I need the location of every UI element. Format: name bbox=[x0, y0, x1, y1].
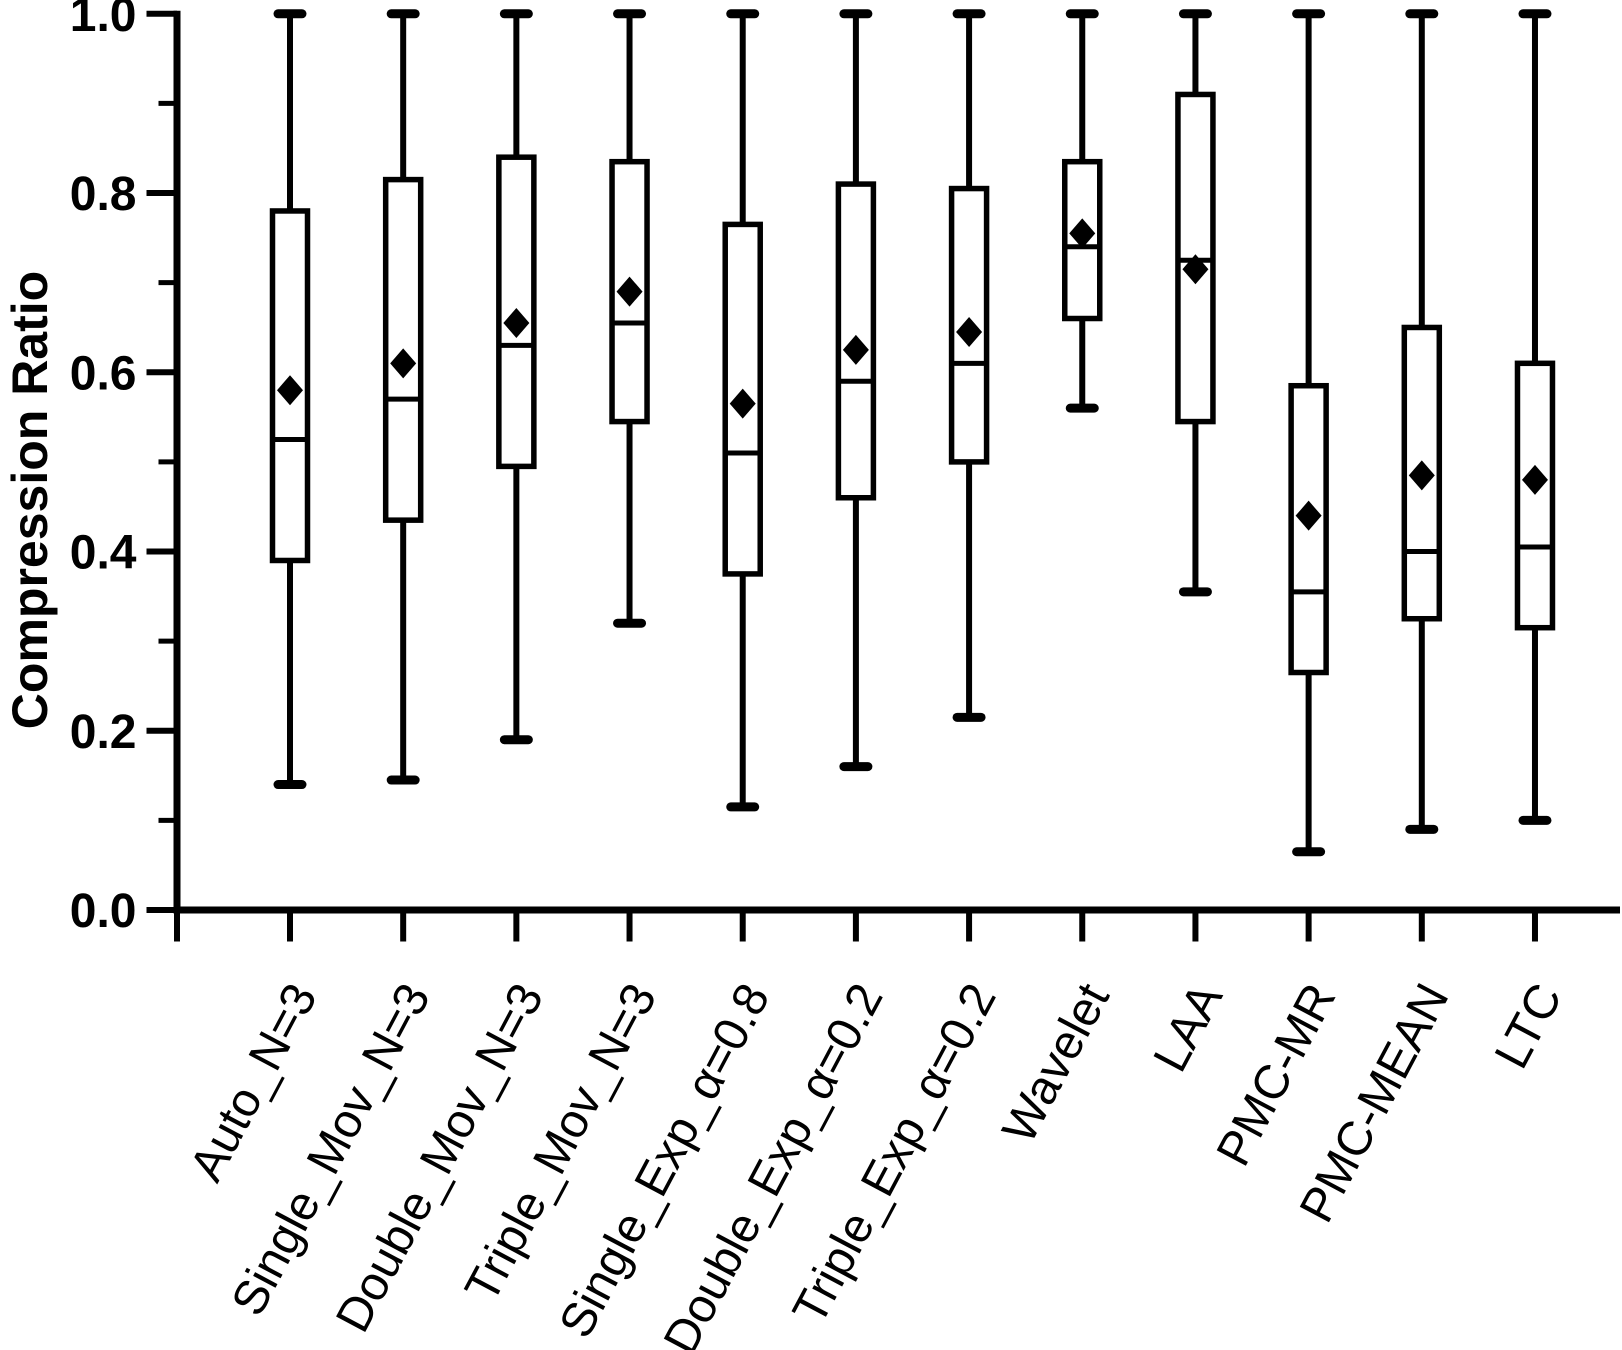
mean-diamond-marker bbox=[503, 307, 530, 338]
box-rect bbox=[1514, 360, 1556, 631]
y-tick-label: 0.2 bbox=[70, 706, 137, 759]
box-group bbox=[835, 9, 877, 772]
box-rect bbox=[722, 221, 763, 577]
y-tick-label: 1.0 bbox=[70, 0, 137, 42]
box-group bbox=[382, 9, 424, 785]
box-group bbox=[609, 9, 650, 628]
box-group bbox=[1514, 9, 1556, 825]
y-tick-label: 0.4 bbox=[70, 527, 137, 580]
box-rect bbox=[382, 176, 424, 523]
mean-diamond-marker bbox=[1295, 500, 1322, 531]
y-tick-label: 0.0 bbox=[70, 885, 137, 938]
x-category-label: Single_Exp_α=0.8 bbox=[550, 975, 781, 1346]
x-category-label: Triple_Exp_α=0.2 bbox=[783, 975, 1007, 1333]
box-group bbox=[1288, 9, 1329, 857]
box-group bbox=[948, 9, 990, 722]
box-group bbox=[1175, 9, 1216, 597]
x-category-label: LAA bbox=[1144, 975, 1233, 1080]
mean-diamond-marker bbox=[1182, 254, 1209, 285]
mean-diamond-marker bbox=[842, 334, 869, 365]
mean-diamond-marker bbox=[277, 375, 303, 406]
mean-diamond-marker bbox=[390, 348, 417, 379]
y-tick-label: 0.6 bbox=[70, 347, 137, 400]
box-group bbox=[722, 9, 763, 812]
mean-diamond-marker bbox=[1069, 218, 1096, 249]
mean-diamond-marker bbox=[616, 276, 643, 307]
x-category-label: Double_Mov_N=3 bbox=[326, 975, 554, 1340]
box-group bbox=[1401, 9, 1443, 834]
mean-diamond-marker bbox=[729, 388, 756, 419]
mean-diamond-marker bbox=[1408, 460, 1435, 491]
mean-diamond-marker bbox=[956, 316, 983, 347]
box-group bbox=[1062, 9, 1103, 413]
x-category-label: Wavelet bbox=[993, 975, 1120, 1151]
mean-diamond-marker bbox=[1521, 464, 1548, 495]
box-group bbox=[269, 9, 311, 790]
x-category-label: LTC bbox=[1485, 975, 1573, 1077]
y-axis-title: Compression Ratio bbox=[2, 270, 58, 730]
box-group bbox=[496, 9, 537, 745]
y-tick-label: 0.8 bbox=[70, 168, 137, 221]
